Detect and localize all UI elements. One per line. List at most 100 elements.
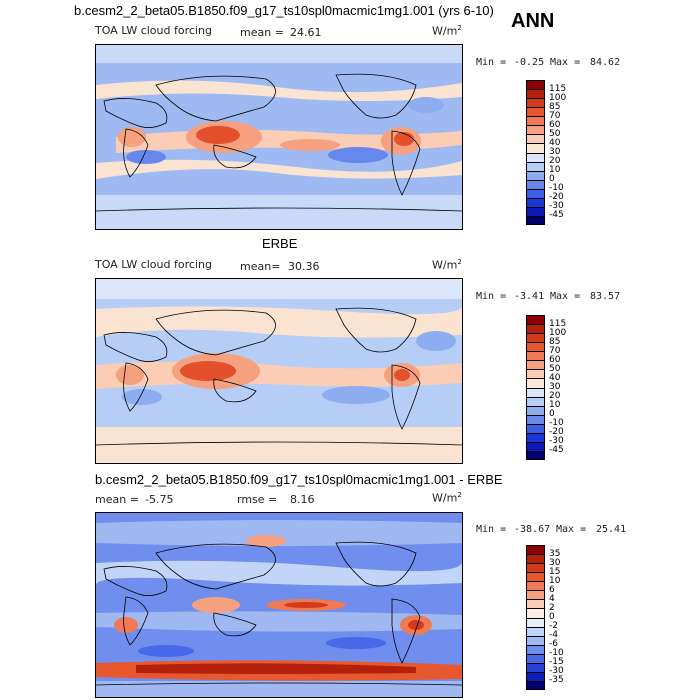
colorbar-tick-label: 0 xyxy=(549,409,555,420)
colorbar-tick-label: 50 xyxy=(549,363,561,374)
colorbar-tick-label: -45 xyxy=(549,210,564,221)
colorbar-cell xyxy=(526,188,545,198)
colorbar-cell xyxy=(526,644,545,654)
colorbar-cell xyxy=(526,572,545,582)
panel3-map xyxy=(95,512,463,698)
colorbar-cell xyxy=(526,653,545,663)
colorbar-cell xyxy=(526,423,545,433)
colorbar-tick-label: -6 xyxy=(549,639,558,650)
colorbar-tick-label: 115 xyxy=(549,83,567,94)
colorbar-tick-label: 30 xyxy=(549,147,561,157)
colorbar-cell xyxy=(526,450,545,460)
colorbar-cell xyxy=(526,387,545,397)
colorbar-tick-label: -30 xyxy=(549,666,564,677)
panel3-rmse-label: rmse = xyxy=(237,493,278,506)
colorbar-cell xyxy=(526,134,545,144)
panel2-map-svg xyxy=(96,279,462,463)
panel1-map xyxy=(95,44,463,230)
colorbar-tick-label: 20 xyxy=(549,391,561,402)
colorbar-tick-label: -2 xyxy=(549,621,558,632)
panel2-max-value: 83.57 xyxy=(590,291,621,302)
colorbar-tick-label: 85 xyxy=(549,336,561,347)
panel3-mean-label: mean = xyxy=(95,493,139,506)
panel3-rmse-value: 8.16 xyxy=(290,493,315,506)
colorbar-tick-label: 60 xyxy=(549,354,561,365)
panel2-units: W/m2 xyxy=(432,258,462,272)
colorbar-tick-label: 0 xyxy=(549,174,555,185)
colorbar-tick-label: 35 xyxy=(549,548,561,559)
colorbar-tick-label: 70 xyxy=(549,110,561,121)
panel2-min-label: Min = xyxy=(476,291,507,302)
colorbar-tick-label: 40 xyxy=(549,137,561,148)
colorbar-tick-label: 30 xyxy=(549,382,561,392)
panel1-max-value: 84.62 xyxy=(590,57,621,68)
colorbar-tick-label: -10 xyxy=(549,418,564,429)
colorbar-cell xyxy=(526,152,545,162)
colorbar-cell xyxy=(526,333,545,343)
panel3-mean-value: -5.75 xyxy=(145,493,174,506)
colorbar-tick-label: 30 xyxy=(549,557,561,568)
colorbar-cell xyxy=(526,590,545,600)
colorbar-cell xyxy=(526,581,545,591)
colorbar-tick-label: -20 xyxy=(549,192,564,203)
colorbar-cell xyxy=(526,626,545,636)
colorbar-cell xyxy=(526,170,545,180)
panel2-mean-value: 30.36 xyxy=(288,260,320,273)
plot-title: b.cesm2_2_beta05.B1850.f09_g17_ts10spl0m… xyxy=(74,3,494,18)
colorbar-tick-label: 20 xyxy=(549,156,561,167)
panel2-colorbar: 115 100 85 70 60 50 40 30 20 10 0 -10 -20 -30 -45 xyxy=(526,315,586,460)
panel1-mean-value: 24.61 xyxy=(290,26,322,39)
colorbar-cell xyxy=(526,143,545,153)
colorbar-cell xyxy=(526,414,545,424)
panel1-max-label: Max = xyxy=(550,57,581,68)
colorbar-cell xyxy=(526,125,545,135)
colorbar-cell xyxy=(526,599,545,609)
colorbar-tick-label: 100 xyxy=(549,92,567,103)
panel3-min-value: -38.67 xyxy=(514,524,551,535)
panel1-mean-label: mean = xyxy=(240,26,284,39)
colorbar-cell xyxy=(526,662,545,672)
panel3-colorbar: 35 30 15 10 6 4 2 0 -2 -4 -6 -10 -15 -30 -35 xyxy=(526,545,586,690)
colorbar-tick-label: 100 xyxy=(549,327,567,338)
colorbar-cell xyxy=(526,369,545,379)
colorbar-tick-label: 50 xyxy=(549,128,561,139)
colorbar-tick-label: 10 xyxy=(549,575,561,586)
colorbar-cell xyxy=(526,396,545,406)
colorbar-cell xyxy=(526,405,545,415)
colorbar-cell xyxy=(526,80,545,90)
colorbar-frame xyxy=(526,545,545,690)
colorbar-tick-label: -35 xyxy=(549,675,564,686)
colorbar-cell xyxy=(526,107,545,117)
panel1-min-label: Min = xyxy=(476,57,507,68)
colorbar-tick-label: -15 xyxy=(549,657,564,668)
colorbar-cell xyxy=(526,635,545,645)
colorbar-cell xyxy=(526,206,545,216)
colorbar-cell xyxy=(526,98,545,108)
colorbar-tick-label: -4 xyxy=(549,630,558,641)
panel3-heading: b.cesm2_2_beta05.B1850.f09_g17_ts10spl0m… xyxy=(95,472,503,487)
panel3-max-label: Max = xyxy=(556,524,587,535)
colorbar-cell xyxy=(526,315,545,325)
panel2-mean-label: mean= xyxy=(240,260,281,273)
colorbar-cell xyxy=(526,680,545,690)
colorbar-cell xyxy=(526,360,545,370)
colorbar-tick-label: 60 xyxy=(549,119,561,130)
colorbar-frame xyxy=(526,315,545,460)
colorbar-tick-label: -20 xyxy=(549,427,564,438)
panel1-colorbar: 115 100 85 70 60 50 40 30 20 10 0 -10 -20 -30 -45 xyxy=(526,80,586,225)
panel3-units: W/m2 xyxy=(432,491,462,505)
colorbar-cell xyxy=(526,441,545,451)
colorbar-cell xyxy=(526,378,545,388)
colorbar-cell xyxy=(526,563,545,573)
colorbar-tick-label: 115 xyxy=(549,318,567,329)
panel2-map xyxy=(95,278,463,464)
colorbar-cell xyxy=(526,89,545,99)
colorbar-cell xyxy=(526,179,545,189)
panel3-min-label: Min = xyxy=(476,524,507,535)
colorbar-cell xyxy=(526,545,545,555)
colorbar-tick-label: -45 xyxy=(549,445,564,456)
panel2-max-label: Max = xyxy=(550,291,581,302)
colorbar-cell xyxy=(526,351,545,361)
panel1-field-label: TOA LW cloud forcing xyxy=(95,24,212,37)
season-label: ANN xyxy=(511,10,555,32)
